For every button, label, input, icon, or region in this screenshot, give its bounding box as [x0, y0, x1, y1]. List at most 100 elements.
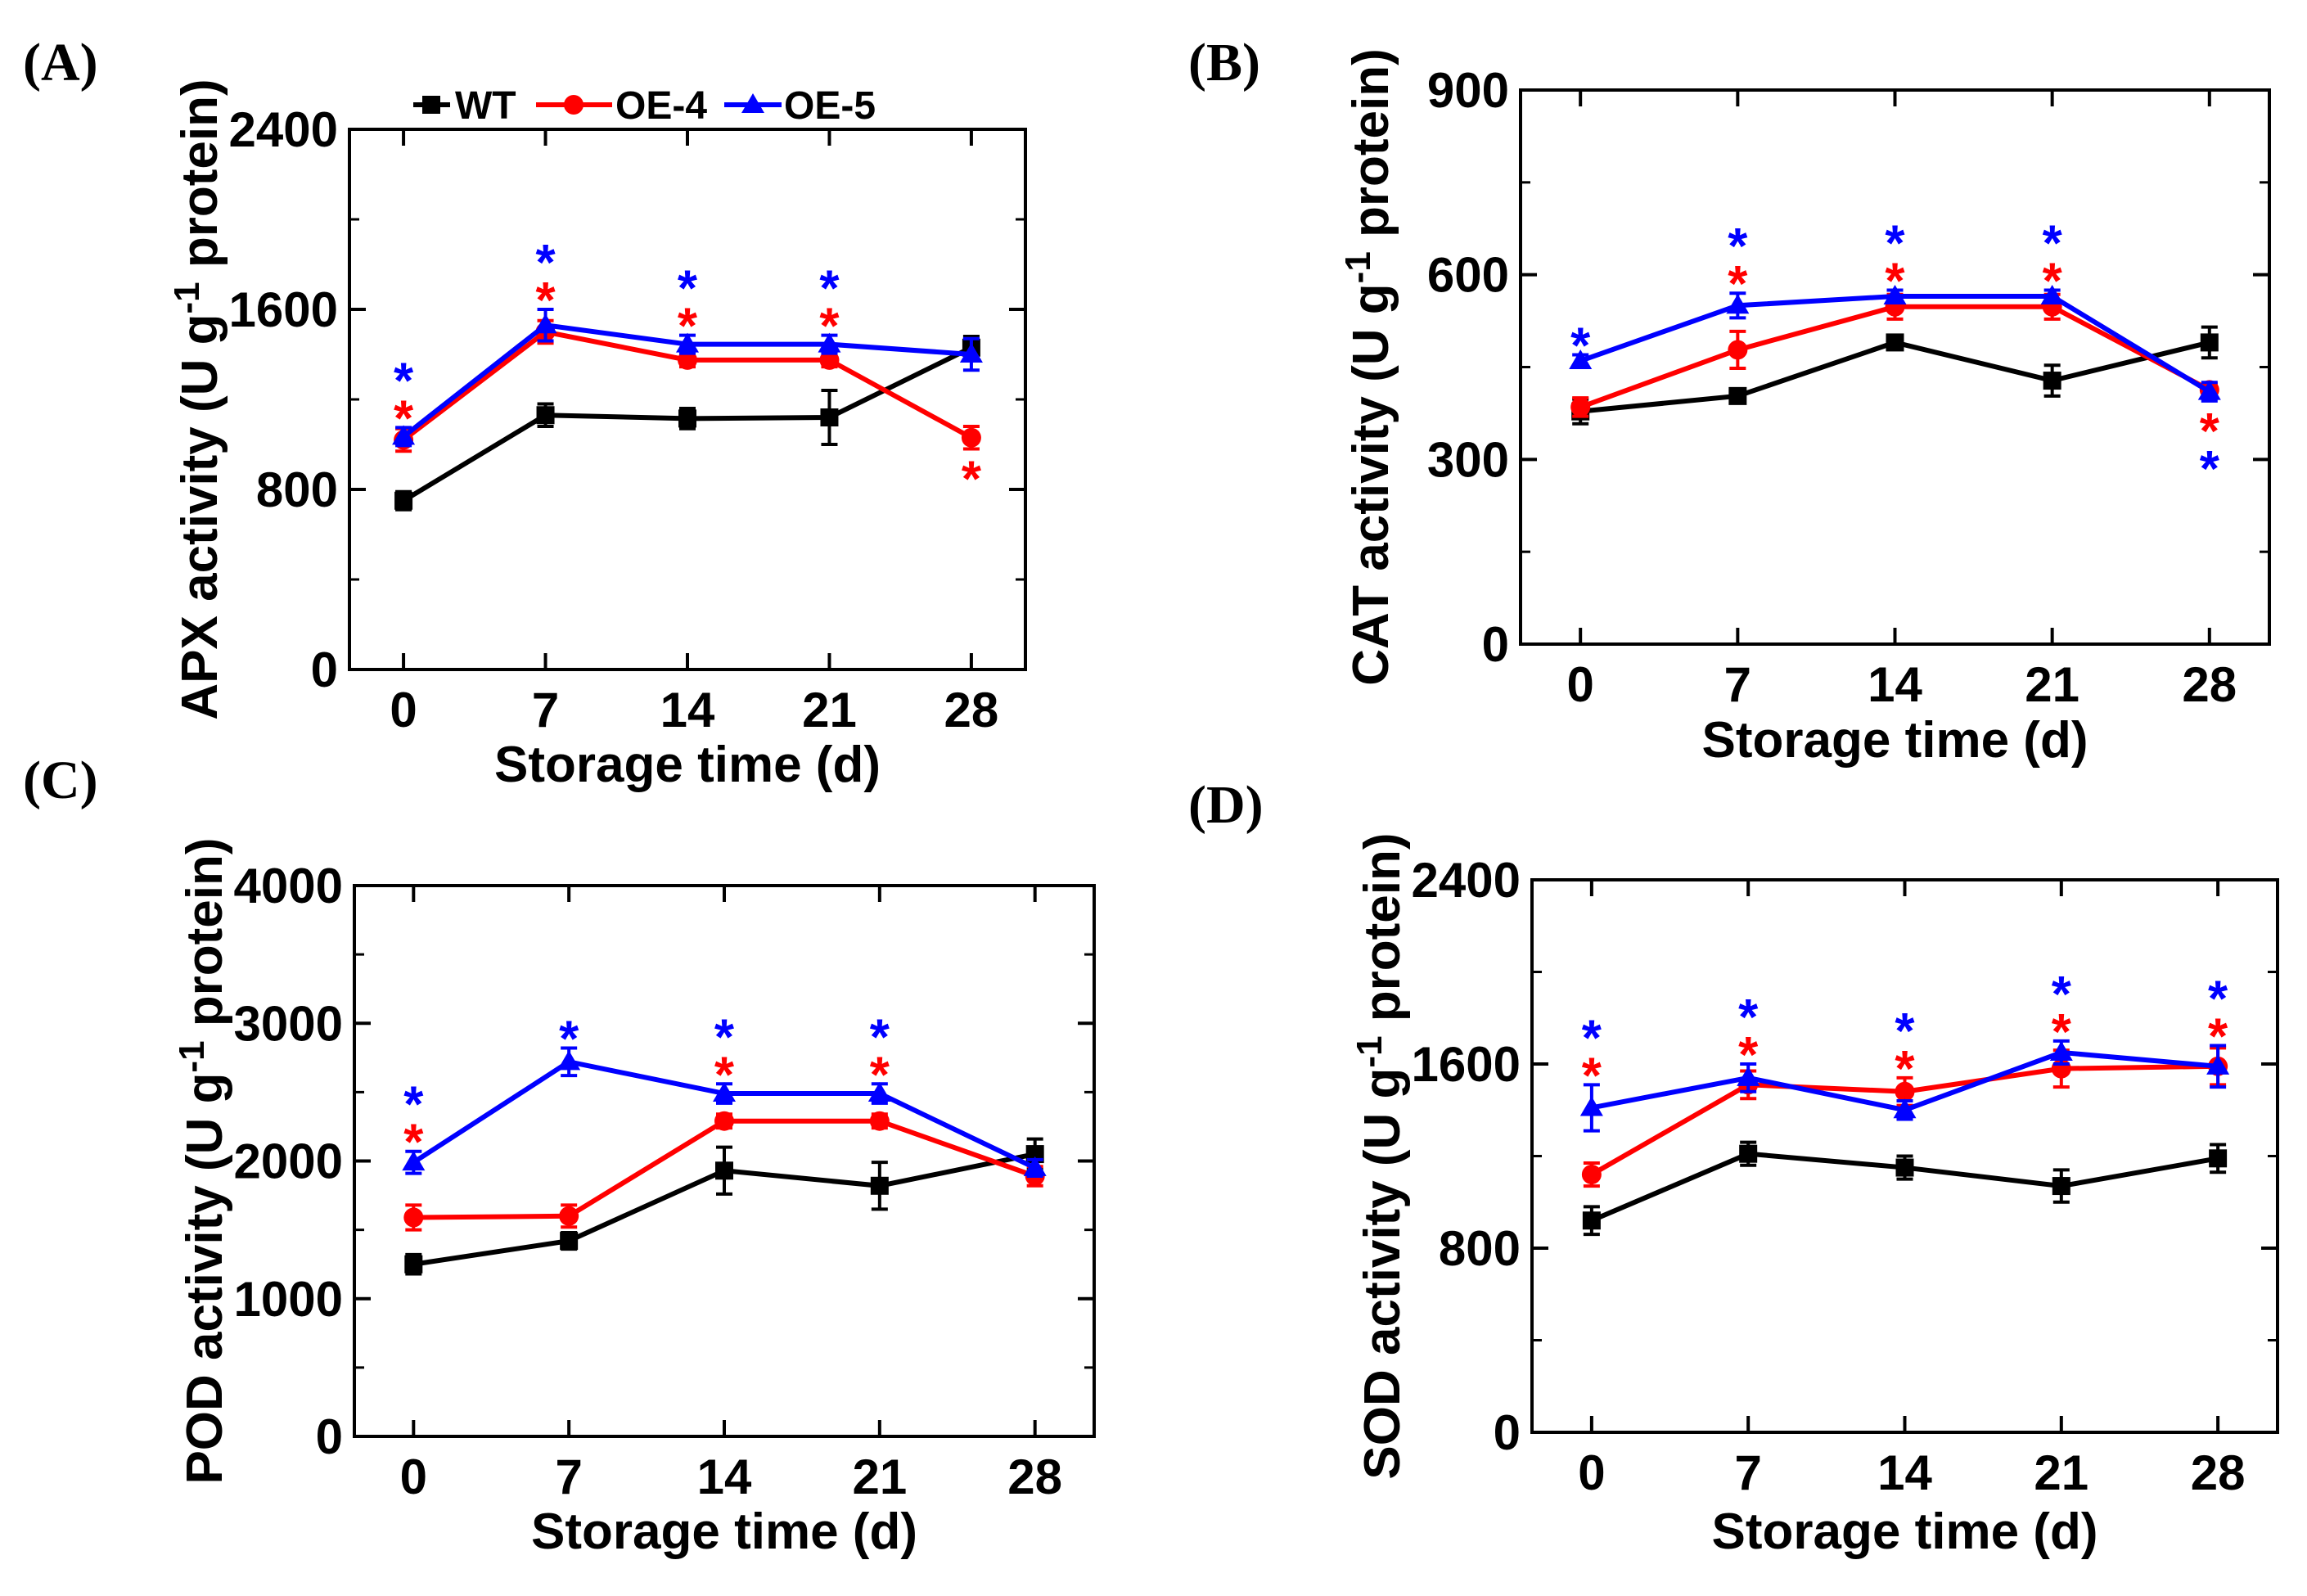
data-point — [534, 313, 557, 334]
significance-star-oe4: * — [2052, 1004, 2072, 1061]
significance-star-oe4: * — [870, 1047, 890, 1103]
panel-d: (D) 0 800 1600 2400 0 7 14 21 28 Storage time (d) S… — [1188, 775, 2279, 1560]
y-axis-title-main: APX activity (U g — [172, 313, 228, 719]
y-tick-label: 4000 — [234, 859, 343, 913]
data-point — [1883, 284, 1907, 304]
data-point — [678, 349, 697, 370]
data-point — [536, 406, 555, 425]
x-tick-label: 7 — [555, 1449, 582, 1504]
x-tick-label: 0 — [1567, 657, 1594, 712]
y-tick-label: 2400 — [229, 102, 338, 157]
significance-star-oe5: * — [819, 261, 840, 318]
data-point — [1895, 1081, 1915, 1102]
significance-star-oe4: * — [403, 1115, 424, 1171]
data-point — [559, 1206, 579, 1226]
data-point — [1569, 349, 1593, 369]
data-point — [820, 408, 839, 426]
x-tick-label: 0 — [400, 1449, 427, 1504]
x-tick-label: 14 — [697, 1449, 752, 1504]
series-line — [1579, 304, 2211, 410]
x-tick-label: 7 — [1735, 1445, 1762, 1500]
significance-star-oe5: * — [1728, 219, 1748, 275]
significance-star-oe5: * — [559, 1012, 579, 1068]
y-axis-title-superscript: -1 — [1350, 1035, 1390, 1067]
data-point — [1737, 1066, 1760, 1086]
y-axis-title-unit: protein) — [177, 837, 233, 1040]
data-point — [715, 1161, 733, 1180]
data-point — [2209, 1149, 2228, 1168]
y-tick-label: 0 — [1482, 617, 1509, 672]
significance-star-oe4: * — [1582, 1048, 1602, 1104]
x-tick-label: 28 — [2182, 657, 2237, 712]
data-point — [676, 332, 699, 353]
data-point — [1728, 386, 1747, 405]
data-point — [1728, 340, 1748, 360]
plot-frame — [1519, 88, 2271, 646]
y-tick-label: 900 — [1427, 63, 1509, 118]
x-tick-label: 28 — [944, 683, 999, 737]
significance-star-oe5: * — [1895, 1003, 1915, 1060]
data-point — [713, 1082, 736, 1102]
y-tick-label: 800 — [1439, 1221, 1521, 1276]
data-point — [867, 1082, 891, 1102]
x-tick-label: 0 — [1578, 1445, 1605, 1500]
significance-star-oe5: * — [1582, 1010, 1602, 1066]
x-axis-title: Storage time (d) — [494, 737, 881, 793]
data-point — [870, 1176, 889, 1195]
data-point — [402, 1151, 426, 1171]
y-axis-title: SOD activity (U g-1 protein) — [1350, 832, 1411, 1479]
panel-label: (C) — [23, 751, 98, 810]
data-point — [2052, 1177, 2070, 1196]
significance-star-oe5: * — [2200, 441, 2220, 498]
series-wt — [394, 335, 980, 512]
data-point — [678, 409, 696, 428]
x-tick-label: 7 — [1724, 657, 1751, 712]
significance-star-oe4: * — [678, 299, 698, 355]
significance-star-oe5: * — [1738, 990, 1759, 1046]
y-axis-title-main: POD activity (U g — [177, 1073, 233, 1485]
data-point — [404, 1255, 423, 1274]
series-oe-5 — [1569, 284, 2221, 403]
significance-star-oe5: * — [870, 1009, 890, 1066]
significance-star-oe4: * — [1885, 253, 1905, 309]
significance-star-oe4: * — [2200, 404, 2220, 460]
legend-entry-wt: WT — [413, 84, 516, 128]
y-axis-title-unit: protein) — [1354, 832, 1411, 1035]
data-point — [1895, 1158, 1914, 1177]
panel-label: (A) — [23, 33, 98, 92]
data-point — [1886, 333, 1904, 352]
y-tick-label: 0 — [1494, 1405, 1521, 1460]
legend-label-wt: WT — [455, 84, 516, 128]
data-point — [1739, 1144, 1758, 1163]
data-point — [961, 427, 981, 448]
y-axis-title-main: CAT activity (U g — [1343, 283, 1399, 685]
significance-star-oe5: * — [678, 261, 698, 318]
series-oe-5 — [1579, 1039, 2230, 1133]
data-point — [1570, 397, 1591, 417]
y-tick-label: 300 — [1427, 432, 1509, 487]
series-line — [1579, 340, 2210, 414]
data-point — [1579, 1096, 1603, 1116]
series-oe-5 — [402, 1046, 1047, 1179]
data-point — [2040, 284, 2064, 304]
significance-star-oe4: * — [1738, 1027, 1759, 1084]
y-axis-title-superscript: -1 — [167, 282, 207, 313]
y-tick-label: 1600 — [1412, 1037, 1521, 1092]
y-axis-title-superscript: -1 — [172, 1040, 212, 1072]
legend-label-oe5: OE-5 — [784, 84, 876, 128]
significance-star-oe4: * — [394, 390, 414, 447]
series-oe-5 — [392, 308, 983, 448]
significance-star-oe5: * — [403, 1077, 424, 1134]
panel-b: (B) 0 300 600 900 0 7 14 21 28 Storage time (d) CAT… — [1188, 33, 2271, 769]
significance-star-oe5: * — [714, 1009, 735, 1066]
legend-label-oe4: OE-4 — [615, 84, 707, 128]
significance-star-oe5: * — [1570, 318, 1591, 374]
y-axis-title-main: SOD activity (U g — [1354, 1068, 1411, 1480]
y-tick-label: 3000 — [234, 996, 343, 1051]
data-point — [714, 1111, 734, 1131]
data-point — [392, 425, 416, 445]
data-point — [959, 343, 983, 363]
x-tick-label: 21 — [852, 1449, 907, 1504]
y-axis-title: APX activity (U g-1 protein) — [167, 79, 228, 719]
data-point — [819, 349, 840, 370]
